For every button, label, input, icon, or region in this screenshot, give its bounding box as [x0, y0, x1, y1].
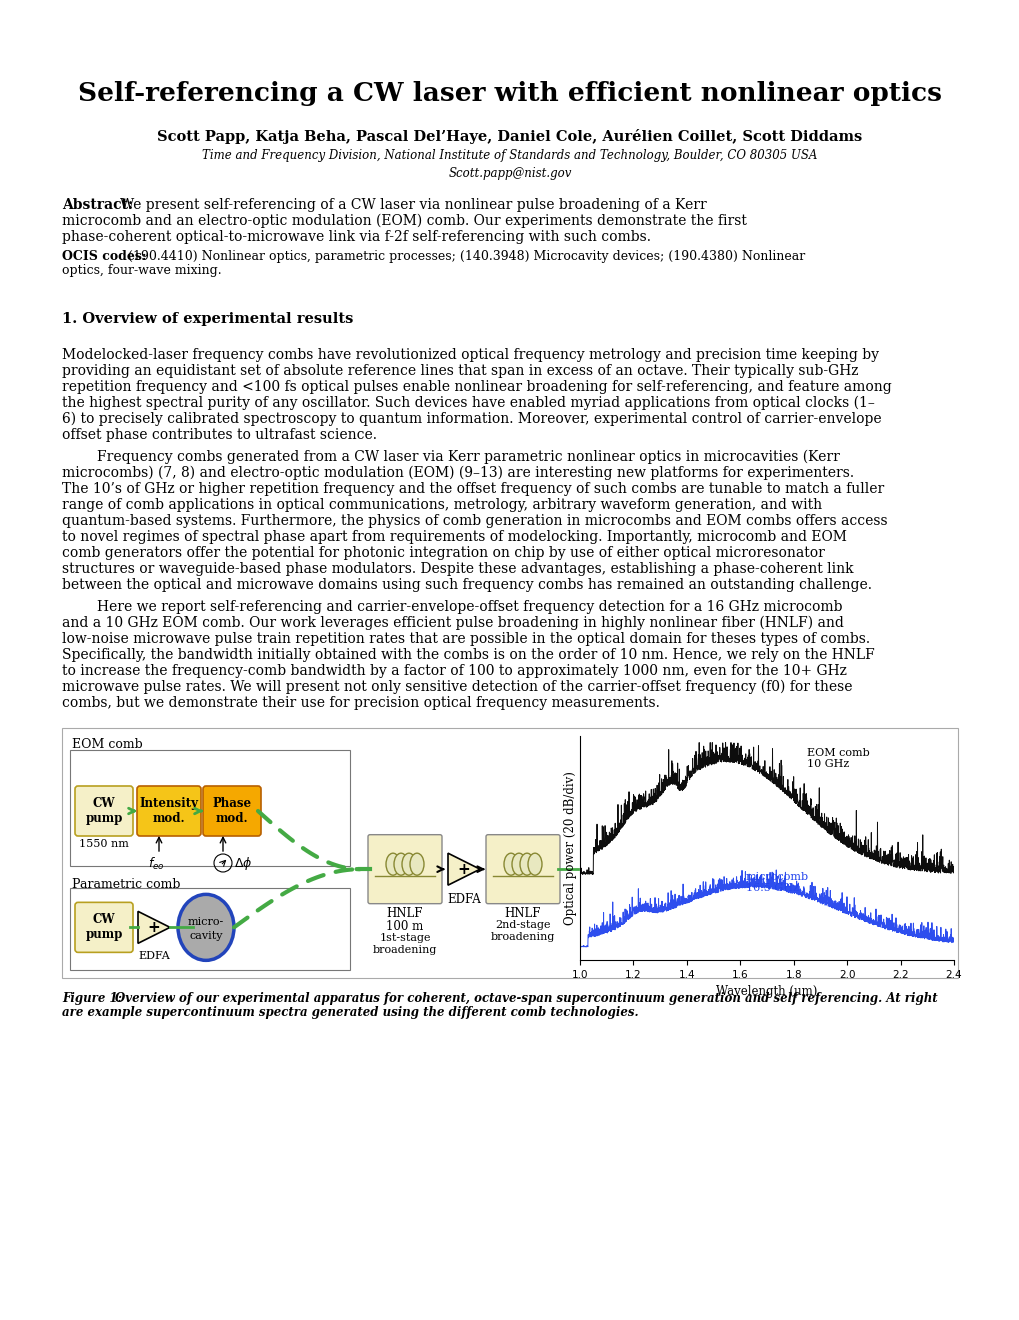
X-axis label: Wavelength (μm): Wavelength (μm) [715, 985, 817, 998]
Text: Parametric comb: Parametric comb [72, 878, 180, 891]
Ellipse shape [401, 853, 416, 875]
Text: +: + [148, 920, 160, 935]
Ellipse shape [410, 853, 424, 875]
FancyBboxPatch shape [203, 785, 261, 836]
Text: OCIS codes:: OCIS codes: [62, 249, 147, 263]
FancyBboxPatch shape [368, 834, 441, 904]
Text: Scott.papp@nist.gov: Scott.papp@nist.gov [448, 166, 571, 180]
Ellipse shape [385, 853, 399, 875]
Text: Figure 1:: Figure 1: [62, 993, 126, 1005]
Ellipse shape [512, 853, 526, 875]
Text: providing an equidistant set of absolute reference lines that span in excess of : providing an equidistant set of absolute… [62, 364, 858, 378]
Text: 6) to precisely calibrated spectroscopy to quantum information. Moreover, experi: 6) to precisely calibrated spectroscopy … [62, 412, 880, 426]
Polygon shape [447, 853, 480, 886]
Text: CW
pump: CW pump [86, 913, 122, 941]
Text: structures or waveguide-based phase modulators. Despite these advantages, establ: structures or waveguide-based phase modu… [62, 562, 853, 576]
Text: Intensity
mod.: Intensity mod. [140, 797, 199, 825]
Text: EDFA: EDFA [138, 952, 170, 961]
Text: Time and Frequency Division, National Institute of Standards and Technology, Bou: Time and Frequency Division, National In… [202, 149, 817, 162]
Text: HNLF: HNLF [504, 907, 541, 920]
Text: Scott Papp, Katja Beha, Pascal Del’Haye, Daniel Cole, Aurélien Coillet, Scott Di: Scott Papp, Katja Beha, Pascal Del’Haye,… [157, 129, 862, 144]
Text: microcomb and an electro-optic modulation (EOM) comb. Our experiments demonstrat: microcomb and an electro-optic modulatio… [62, 214, 746, 228]
Text: optics, four-wave mixing.: optics, four-wave mixing. [62, 264, 221, 277]
Text: repetition frequency and <100 fs optical pulses enable nonlinear broadening for : repetition frequency and <100 fs optical… [62, 380, 891, 393]
Text: +: + [458, 862, 470, 876]
Text: comb generators offer the potential for photonic integration on chip by use of e: comb generators offer the potential for … [62, 546, 824, 560]
Text: We present self-referencing of a CW laser via nonlinear pulse broadening of a Ke: We present self-referencing of a CW lase… [120, 198, 706, 213]
FancyBboxPatch shape [75, 903, 132, 952]
Text: Self-referencing a CW laser with efficient nonlinear optics: Self-referencing a CW laser with efficie… [77, 81, 942, 106]
Ellipse shape [520, 853, 534, 875]
Text: offset phase contributes to ultrafast science.: offset phase contributes to ultrafast sc… [62, 428, 377, 442]
Ellipse shape [528, 853, 541, 875]
Bar [62, 729, 957, 978]
Bar [70, 888, 350, 970]
Text: Specifically, the bandwidth initially obtained with the combs is on the order of: Specifically, the bandwidth initially ob… [62, 648, 874, 663]
Bar [70, 750, 350, 866]
Text: Phase
mod.: Phase mod. [212, 797, 252, 825]
Ellipse shape [503, 853, 518, 875]
Text: CW
pump: CW pump [86, 797, 122, 825]
FancyBboxPatch shape [485, 834, 559, 904]
Y-axis label: Optical power (20 dB/div): Optical power (20 dB/div) [564, 771, 577, 925]
Text: EDFA: EDFA [446, 894, 480, 906]
Text: to novel regimes of spectral phase apart from requirements of modelocking. Impor: to novel regimes of spectral phase apart… [62, 531, 846, 544]
Ellipse shape [393, 853, 408, 875]
Text: EOM comb
10 GHz: EOM comb 10 GHz [806, 748, 869, 770]
Text: are example supercontinuum spectra generated using the different comb technologi: are example supercontinuum spectra gener… [62, 1006, 638, 1019]
Text: cavity: cavity [190, 932, 222, 941]
Text: (190.4410) Nonlinear optics, parametric processes; (140.3948) Microcavity device: (190.4410) Nonlinear optics, parametric … [127, 249, 804, 263]
Polygon shape [138, 911, 170, 944]
Text: broadening: broadening [373, 945, 437, 954]
FancyBboxPatch shape [137, 785, 201, 836]
Text: combs, but we demonstrate their use for precision optical frequency measurements: combs, but we demonstrate their use for … [62, 696, 659, 710]
Text: phase-coherent optical-to-microwave link via f-2f self-referencing with such com: phase-coherent optical-to-microwave link… [62, 230, 650, 244]
Text: microcomb
16.5 GHz: microcomb 16.5 GHz [745, 871, 808, 894]
Text: micro-: micro- [187, 917, 224, 928]
Text: Modelocked-laser frequency combs have revolutionized optical frequency metrology: Modelocked-laser frequency combs have re… [62, 348, 878, 362]
Ellipse shape [178, 895, 233, 961]
Text: broadening: broadening [490, 932, 554, 941]
Text: 1550 nm: 1550 nm [78, 840, 128, 849]
Text: microcombs) (7, 8) and electro-optic modulation (EOM) (9–13) are interesting new: microcombs) (7, 8) and electro-optic mod… [62, 466, 853, 480]
Text: Frequency combs generated from a CW laser via Kerr parametric nonlinear optics i: Frequency combs generated from a CW lase… [62, 450, 839, 465]
Text: low-noise microwave pulse train repetition rates that are possible in the optica: low-noise microwave pulse train repetiti… [62, 632, 869, 645]
Text: Abstract:: Abstract: [62, 198, 133, 213]
Text: 1. Overview of experimental results: 1. Overview of experimental results [62, 312, 353, 326]
Text: The 10’s of GHz or higher repetition frequency and the offset frequency of such : The 10’s of GHz or higher repetition fre… [62, 482, 883, 496]
Text: range of comb applications in optical communications, metrology, arbitrary wavef: range of comb applications in optical co… [62, 498, 821, 512]
Text: Here we report self-referencing and carrier-envelope-offset frequency detection : Here we report self-referencing and carr… [62, 601, 842, 614]
Text: microwave pulse rates. We will present not only sensitive detection of the carri: microwave pulse rates. We will present n… [62, 680, 852, 694]
Text: the highest spectral purity of any oscillator. Such devices have enabled myriad : the highest spectral purity of any oscil… [62, 396, 874, 411]
Text: between the optical and microwave domains using such frequency combs has remaine: between the optical and microwave domain… [62, 578, 871, 591]
Text: EOM comb: EOM comb [72, 738, 143, 751]
Text: to increase the frequency-comb bandwidth by a factor of 100 to approximately 100: to increase the frequency-comb bandwidth… [62, 664, 846, 678]
Text: 1st-stage: 1st-stage [379, 933, 430, 942]
Text: and a 10 GHz EOM comb. Our work leverages efficient pulse broadening in highly n: and a 10 GHz EOM comb. Our work leverage… [62, 616, 843, 631]
FancyBboxPatch shape [75, 785, 132, 836]
Text: $f_{eo}$: $f_{eo}$ [148, 855, 164, 873]
Text: $\Delta\phi$: $\Delta\phi$ [233, 854, 252, 871]
Text: quantum-based systems. Furthermore, the physics of comb generation in microcombs: quantum-based systems. Furthermore, the … [62, 513, 887, 528]
Text: Overview of our experimental apparatus for coherent, octave-span supercontinuum : Overview of our experimental apparatus f… [115, 993, 936, 1005]
Text: 100 m: 100 m [386, 920, 423, 933]
Text: HNLF: HNLF [386, 907, 423, 920]
Text: 2nd-stage: 2nd-stage [495, 920, 550, 929]
